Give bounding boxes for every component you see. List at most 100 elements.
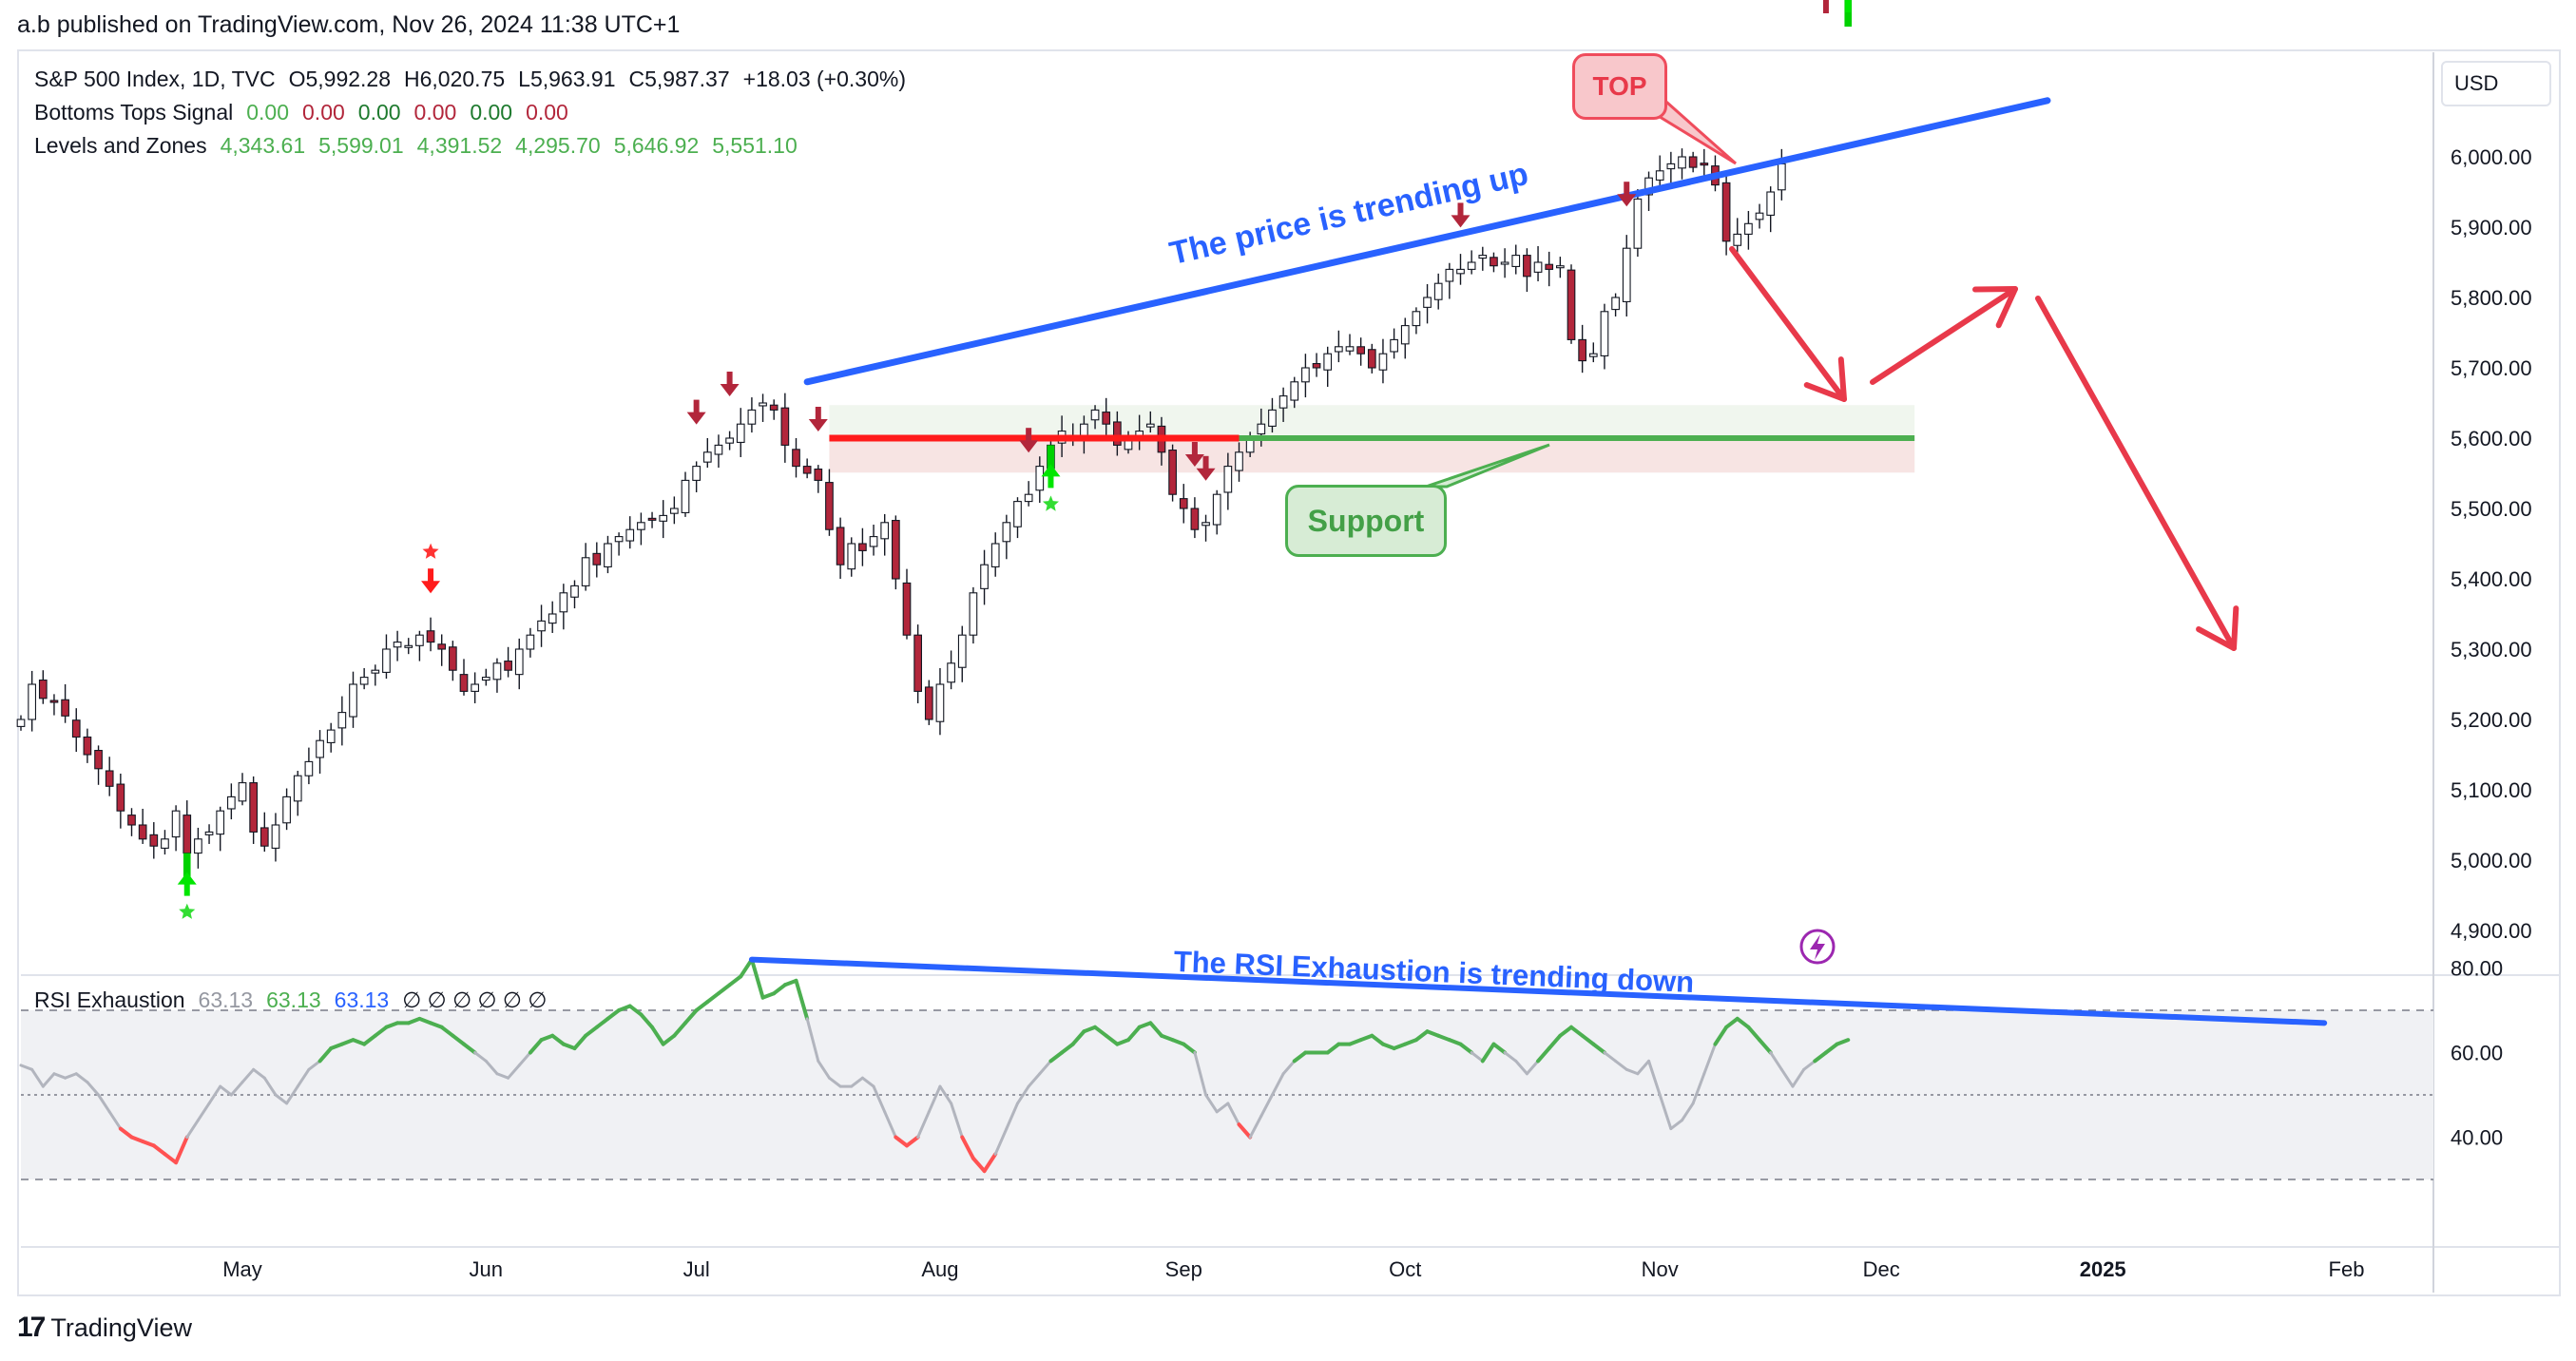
rsi-line-segment (1681, 1102, 1695, 1122)
candle-body (1766, 191, 1776, 216)
rsi-line-segment (1281, 1059, 1297, 1076)
candle-body (1400, 325, 1410, 345)
candle-body (1356, 346, 1365, 355)
rsi-line-segment (1813, 1050, 1828, 1064)
rsi-line-segment (1480, 1042, 1496, 1064)
rsi-line-segment (584, 1025, 599, 1038)
signal-down-arrow-icon (421, 581, 441, 594)
rsi-line-segment (1614, 1059, 1628, 1071)
candle-body (105, 770, 114, 787)
currency-selector[interactable]: USD (2441, 61, 2551, 106)
rsi-line-segment (827, 1076, 842, 1088)
candle-body (514, 648, 524, 676)
legend-lz-value: 5,551.10 (712, 133, 798, 158)
projection-arrow-down-2-head (2196, 605, 2240, 651)
rsi-line-segment (86, 1081, 101, 1097)
legend-rsi-value: 63.13 (198, 987, 254, 1012)
rsi-line-segment (52, 1072, 67, 1080)
candle-body (880, 522, 890, 540)
rsi-line-segment (993, 1127, 1009, 1156)
price-tick-label: 5,100.00 (2451, 778, 2532, 802)
signal-down-arrow-stem (726, 372, 733, 385)
rsi-line-segment (1458, 1042, 1474, 1055)
rsi-line-segment (163, 1152, 179, 1165)
rsi-line-segment (174, 1135, 189, 1165)
rsi-line-segment (1791, 1067, 1806, 1088)
top-callout: TOP (1572, 53, 1667, 120)
candle-body (969, 592, 978, 636)
candle-body (847, 543, 856, 570)
candle-body (1467, 261, 1476, 270)
rsi-line-segment (883, 1110, 897, 1139)
candle-body (238, 782, 247, 802)
legend-bts-value: 0.00 (526, 100, 568, 125)
signal-candle-highlight (183, 853, 191, 880)
rsi-line-segment (550, 1033, 566, 1046)
rsi-line-segment (1547, 1033, 1563, 1051)
candle-body (1301, 367, 1310, 383)
rsi-line-segment (606, 1008, 622, 1021)
signal-down-arrow-stem (428, 568, 434, 583)
legend-bts-value: 0.00 (413, 100, 457, 125)
signal-down-arrow-stem (1822, 0, 1829, 13)
rsi-line-segment (1647, 1059, 1662, 1097)
rsi-line-segment (285, 1084, 299, 1105)
candle-body (326, 729, 336, 743)
support-callout: Support (1285, 485, 1447, 557)
rsi-line-segment (151, 1143, 167, 1157)
rsi-line-segment (805, 1017, 820, 1063)
tradingview-logo[interactable]: 17 TradingView (17, 1312, 192, 1344)
candle-body (1235, 451, 1243, 471)
rsi-line-segment (1005, 1102, 1019, 1131)
signal-star-red-icon (422, 543, 439, 559)
rsi-line-segment (872, 1084, 887, 1114)
candle-body (204, 831, 214, 835)
candle-body (1257, 423, 1266, 435)
signal-candle-highlight (1844, 0, 1853, 27)
legend-main: S&P 500 Index, 1D, TVC O5,992.28 H6,020.75… (34, 67, 919, 92)
candle-body (802, 466, 812, 474)
projection-arrow-down-1-head (1803, 356, 1847, 402)
trend-label: The price is trending up (1166, 156, 1531, 272)
legend-open: 5,992.28 (305, 67, 391, 91)
legend-change: +18.03 (+0.30%) (742, 67, 906, 91)
lightning-icon[interactable] (1799, 929, 1836, 965)
rsi-line-segment (1027, 1072, 1042, 1088)
signal-down-arrow-stem (1624, 182, 1630, 196)
candle-body (171, 810, 181, 838)
rsi-line-segment (317, 1046, 334, 1064)
rsi-line-segment (118, 1126, 134, 1140)
price-tick-label: 5,800.00 (2451, 286, 2532, 310)
price-tick-label: 5,600.00 (2451, 427, 2532, 450)
rsi-line-segment (129, 1135, 145, 1143)
rsi-line-segment (1536, 1046, 1551, 1064)
legend-lz-value: 5,646.92 (613, 133, 700, 158)
rsi-line-segment (1724, 1016, 1740, 1029)
candle-body (1113, 421, 1122, 446)
candle-body (1578, 338, 1586, 362)
candle-body (1278, 395, 1288, 409)
candle-body (1445, 268, 1454, 282)
projection-arrow-up-head (1972, 286, 2018, 329)
rsi-line-segment (406, 1016, 422, 1026)
candle-body (216, 810, 225, 835)
rsi-line-segment (960, 1135, 975, 1160)
rsi-line-segment (1248, 1114, 1263, 1139)
rsi-line-segment (572, 1033, 588, 1051)
rsi-line-segment (252, 1067, 266, 1080)
candle-body (1433, 282, 1443, 300)
price-tick-label: 5,300.00 (2451, 638, 2532, 661)
rsi-line-segment (1669, 1119, 1683, 1131)
candle-body (1733, 233, 1742, 246)
rsi-line-segment (1204, 1093, 1219, 1114)
candle-body (1655, 170, 1664, 181)
candle-body (759, 402, 767, 407)
candle-body (924, 686, 933, 720)
signal-star-green-icon (179, 903, 196, 919)
rsi-line-segment (860, 1076, 875, 1088)
publisher-line: a.b published on TradingView.com, Nov 26… (17, 11, 681, 38)
candle-body (659, 514, 668, 522)
rsi-line-segment (1624, 1067, 1640, 1076)
rsi-line-segment (739, 957, 754, 979)
